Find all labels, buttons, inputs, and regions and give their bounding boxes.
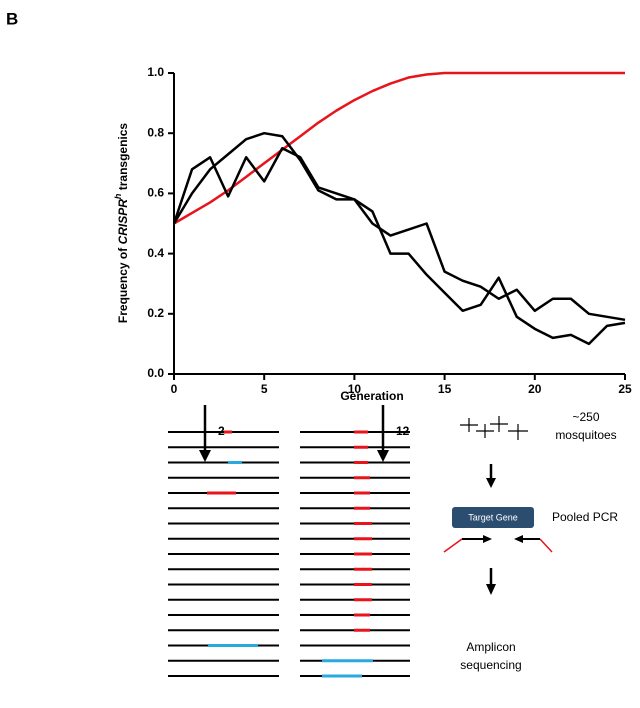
x-tick-label: 10	[348, 382, 362, 396]
gene-box-label: Target Gene	[468, 512, 518, 522]
primers	[443, 535, 553, 553]
y-tick-label: 0.6	[147, 186, 164, 200]
y-axis-label: Frequency of CRISPRh transgenics	[113, 123, 130, 324]
x-tick-label: 20	[528, 382, 542, 396]
series-line	[172, 131, 626, 322]
reads	[168, 430, 410, 678]
amplicon-label: Amplicon	[466, 640, 515, 654]
x-tick-label: 0	[171, 382, 178, 396]
x-tick-label: 15	[438, 382, 452, 396]
y-tick-label: 0.2	[147, 306, 164, 320]
x-tick-label: 5	[261, 382, 268, 396]
x-tick-label: 25	[618, 382, 632, 396]
y-tick-label: 0.0	[147, 366, 164, 380]
y-tick-label: 0.8	[147, 125, 164, 139]
y-tick-label: 0.4	[147, 246, 164, 260]
mosquito-count: ~250	[572, 410, 599, 424]
y-tick-label: 1.0	[147, 65, 164, 79]
diagram: 2 12 ~250 mosquitoes Target Gene Pooled …	[168, 405, 618, 678]
mosquitoes-icon	[460, 416, 528, 440]
x-axis-label: Generation	[340, 389, 403, 403]
amplicon-label: sequencing	[460, 658, 521, 672]
series-line	[172, 147, 626, 346]
gene-box	[452, 507, 534, 528]
series-line	[173, 71, 625, 225]
panel-label: B	[6, 9, 18, 28]
pcr-label: Pooled PCR	[552, 510, 618, 524]
arrows	[199, 405, 496, 595]
mosquito-word: mosquitoes	[555, 428, 616, 442]
